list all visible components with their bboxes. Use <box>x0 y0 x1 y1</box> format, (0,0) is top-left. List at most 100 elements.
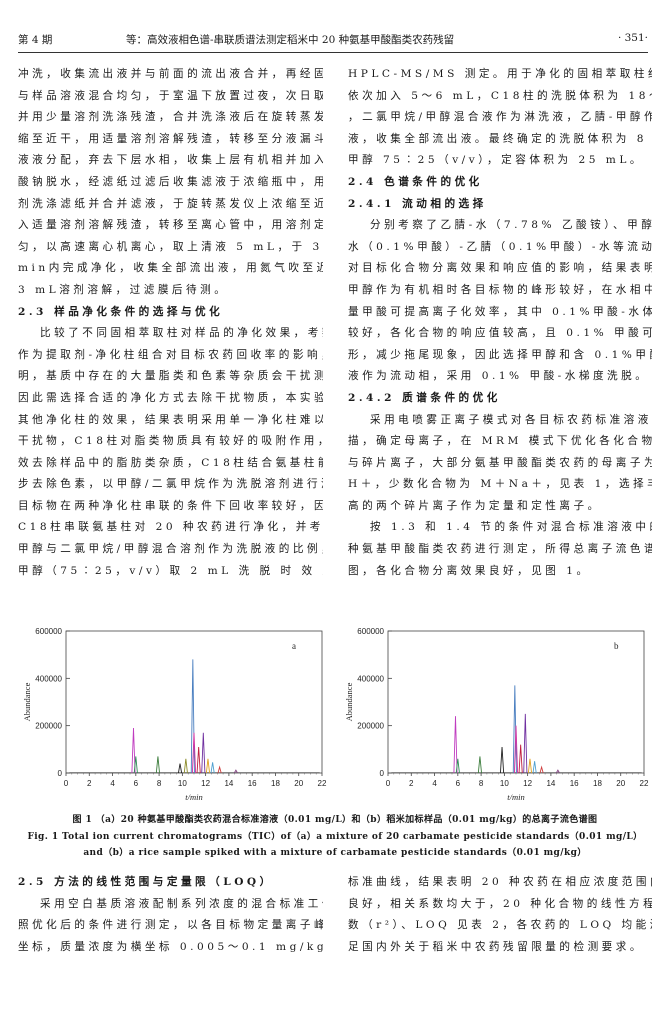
text-line: 坐标，质量浓度为横坐标 0.005～0.1 mg/kg 范围内绘制 <box>18 940 323 953</box>
chromatogram-peak <box>191 732 197 774</box>
x-axis-label: t/min <box>507 792 524 802</box>
x-tick-label: 8 <box>479 779 484 788</box>
x-tick-label: 22 <box>640 779 649 788</box>
chromatogram-peak <box>196 746 201 774</box>
x-tick-label: 0 <box>386 779 391 788</box>
bottom-left-column: 2.5 方法的线性范围与定量限（LOQ） 采用空白基质溶液配制系列浓度的混合标准工… <box>18 872 323 958</box>
section-heading: 2.5 方法的线性范围与定量限（LOQ） <box>18 876 274 888</box>
chromatogram-peak <box>155 756 160 774</box>
text-line: 效去除样品中的脂肪类杂质，C18柱结合氨基柱能够进一 <box>18 456 323 469</box>
text-line: 液液分配，弃去下层水相，收集上层有机相并加入无水硫 <box>18 154 323 167</box>
text-line: 缩至近干，用适量溶剂溶解残渣，转移至分液漏斗中进行 <box>18 132 323 145</box>
x-tick-label: 2 <box>409 779 414 788</box>
y-tick-label: 200000 <box>35 722 62 731</box>
panel-label: b <box>614 641 619 651</box>
x-tick-label: 2 <box>87 779 92 788</box>
y-tick-label: 600000 <box>357 627 384 636</box>
x-tick-label: 20 <box>616 779 625 788</box>
text-line: 良好，相关系数均大于，20 种化合物的线性方程及相关系 <box>348 897 652 910</box>
text-line: 量甲酸可提高离子化效率，其中 0.1%甲酸-水体系下效果 <box>348 305 652 318</box>
chromatogram-peak <box>523 713 528 774</box>
y-tick-label: 600000 <box>35 627 62 636</box>
chromatogram-peak <box>539 765 544 774</box>
x-tick-label: 4 <box>110 779 115 788</box>
chromatogram-peak <box>477 756 482 774</box>
y-tick-label: 400000 <box>35 674 62 683</box>
y-tick-label: 400000 <box>357 674 384 683</box>
text-line: 种氨基甲酸酯类农药进行测定，所得总离子流色谱图见 <box>348 543 652 556</box>
chromatogram-peak <box>233 769 238 774</box>
text-line: 数（r²）、LOQ 见表 2，各农药的 LOQ 均能满 <box>348 919 652 932</box>
chromatogram-peak <box>518 744 523 774</box>
x-tick-label: 10 <box>500 779 509 788</box>
x-tick-label: 14 <box>224 779 233 788</box>
y-axis-label: Abundance <box>22 682 32 721</box>
text-line: 较好，各化合物的响应值较高，且 0.1% 甲酸可改善峰 <box>348 327 652 340</box>
x-tick-label: 10 <box>178 779 187 788</box>
section-heading: 2.4.1 流动相的选择 <box>348 197 487 210</box>
x-tick-label: 14 <box>546 779 555 788</box>
x-tick-label: 18 <box>593 779 602 788</box>
text-line: 步去除色素，以甲醇/二氯甲烷作为洗脱溶剂进行洗脱时， <box>18 478 323 491</box>
figure-panel-a: 600000 400000 200000 0 0 2 4 6 8 10 12 14 16 18 20 22 Ab… <box>18 623 330 809</box>
x-tick-label: 0 <box>64 779 69 788</box>
left-column: 冲洗，收集流出液并与前面的流出液合并，再经固-液萃取与样品溶液混合均匀，于室温下… <box>18 64 323 582</box>
text-line: 足国内外关于稻米中农药残留限量的检测要求。 <box>348 940 644 953</box>
text-line: 甲醇（75∶25，v/v）取 2 mL 洗 脱 时 效 果 最 佳 <box>18 564 323 577</box>
header-rule <box>18 52 648 53</box>
text-line: 对目标化合物分离效果和响应值的影响，结果表明，采用 <box>348 262 652 275</box>
chromatogram-peak <box>453 716 458 774</box>
text-line: 酸钠脱水，经滤纸过滤后收集滤液于浓缩瓶中，用少量溶 <box>18 175 323 188</box>
section-heading: 2.3 样品净化条件的选择与优化 <box>18 305 224 318</box>
x-tick-label: 8 <box>157 779 162 788</box>
text-line: 描，确定母离子，在 MRM 模式下优化各化合物的碰撞能量 <box>348 435 652 448</box>
page-number: · 351· <box>617 32 648 44</box>
text-line: 采用电喷雾正离子模式对各目标农药标准溶液进行全扫 <box>370 413 652 426</box>
chromatogram-peak <box>499 746 505 774</box>
text-line: 采用空白基质溶液配制系列浓度的混合标准工作溶液，按 <box>40 897 323 910</box>
chromatogram-a: 600000 400000 200000 00 2 4 6 8 10 12 14 16 18 20 22 Ab… <box>22 627 327 802</box>
text-line: 3 mL溶剂溶解，过滤膜后待测。 <box>18 283 229 296</box>
chromatogram-peak <box>131 728 136 774</box>
x-tick-label: 12 <box>201 779 210 788</box>
text-line: 冲洗，收集流出液并与前面的流出液合并，再经固-液萃取 <box>18 68 323 80</box>
figure-caption-zh: 图 1 （a）20 种氨基甲酸酯类农药混合标准溶液（0.01 mg/L）和（b）… <box>72 815 598 825</box>
x-tick-label: 16 <box>248 779 257 788</box>
x-tick-label: 20 <box>294 779 303 788</box>
text-line: 干扰物，C18柱对脂类物质具有较好的吸附作用，可有 <box>18 435 323 448</box>
text-line: 与样品溶液混合均匀，于室温下放置过夜，次日取出过滤 <box>18 89 323 102</box>
text-line: 并用少量溶剂洗涤残渣，合并洗涤液后在旋转蒸发仪上浓 <box>18 111 323 124</box>
text-line: 甲醇与二氯甲烷/甲醇混合溶剂作为洗脱液的比例，以乙腈- <box>18 543 323 556</box>
text-line: 液作为流动相，采用 0.1% 甲酸-水梯度洗脱。 <box>348 370 650 383</box>
text-line: 比较了不同固相萃取柱对样品的净化效果，考察了乙腈 <box>40 327 323 340</box>
text-line: 液，收集全部流出液。最终确定的洗脱体积为 8 mL，乙腈- <box>348 132 652 145</box>
text-line: 标准曲线，结果表明 20 种农药在相应浓度范围内线性关系 <box>348 876 652 888</box>
text-line: 依次加入 5～6 mL，C18柱的洗脱体积为 18～22 mL <box>348 89 652 102</box>
text-line: HPLC-MS/MS 测定。用于净化的固相萃取柱经活化后， <box>348 68 652 80</box>
text-line: 按 1.3 和 1.4 节的条件对混合标准溶液中的 20 <box>370 521 652 534</box>
chromatogram-peak <box>217 765 222 774</box>
text-line: 水（0.1%甲酸）-乙腈（0.1%甲酸）-水等流动相体系 <box>348 240 652 253</box>
figure-caption-en-2: and（b）a rice sample spiked with a mixtur… <box>83 848 587 858</box>
text-line: 甲醇 75∶25（v/v），定容体积为 25 mL。 <box>348 154 644 167</box>
issue-number: 第 4 期 <box>18 34 53 46</box>
chromatogram-peak <box>177 763 183 774</box>
text-line: 甲醇作为有机相时各目标物的峰形较好，在水相中加入适 <box>348 283 652 296</box>
x-tick-label: 22 <box>318 779 327 788</box>
x-axis-label: t/min <box>185 792 202 802</box>
chromatogram-peak <box>527 758 533 774</box>
y-tick-label: 0 <box>58 769 63 778</box>
running-title: 等：高效液相色谱-串联质谱法测定稻米中 20 种氨基甲酸酯类农药残留 <box>126 34 455 46</box>
x-tick-label: 6 <box>456 779 461 788</box>
text-line: 分别考察了乙腈-水（7.78% 乙酸铵）、甲醇- <box>370 219 652 232</box>
text-line: 作为提取剂-净化柱组合对目标农药回收率的影响，结果表 <box>18 348 323 361</box>
text-line: H＋，少数化合物为 M＋Na＋，见表 1，选择丰度较 <box>348 478 652 491</box>
text-line: ，二氯甲烷/甲醇混合液作为淋洗液，乙腈-甲醇作为洗脱 <box>348 111 652 124</box>
text-line: 其他净化柱的效果，结果表明采用单一净化柱难以有效去除 <box>18 413 323 426</box>
text-line: 与碎片离子，大部分氨基甲酸酯类农药的母离子为 M＋ <box>348 456 652 469</box>
y-tick-label: 200000 <box>357 722 384 731</box>
text-line: 形，减少拖尾现象，因此选择甲醇和含 0.1%甲酸的水溶 <box>348 348 652 361</box>
text-line: 照优化后的条件进行测定，以各目标物定量离子峰面积为纵 <box>18 919 323 932</box>
figure-caption-en-1: Fig. 1 Total ion current chromatograms（T… <box>27 832 643 842</box>
y-tick-label: 0 <box>380 769 385 778</box>
